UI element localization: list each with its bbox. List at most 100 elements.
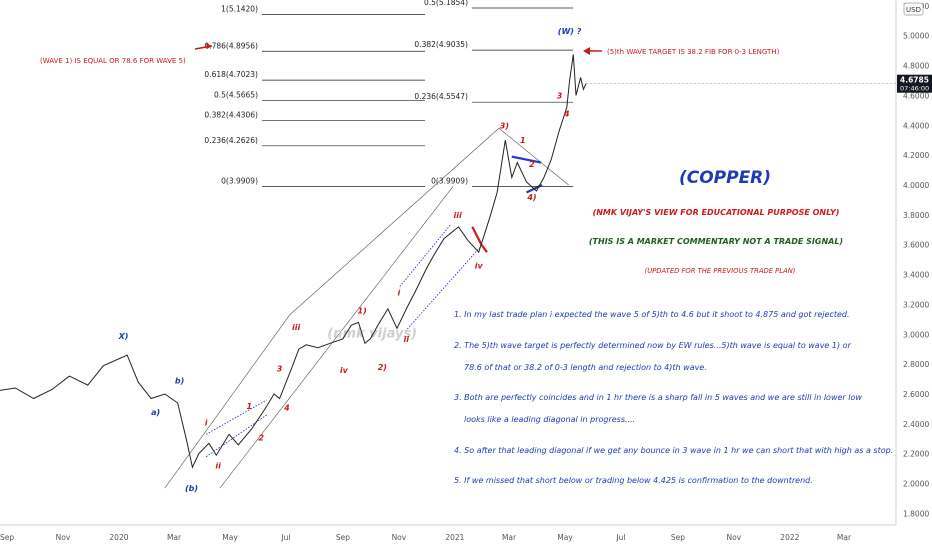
time-tick-label: Jul xyxy=(280,533,290,542)
price-tick-label: 3.8000 xyxy=(903,211,929,220)
wave-label: i xyxy=(398,288,401,297)
price-tick-label: 3.4000 xyxy=(903,271,929,280)
wave-label: (b) xyxy=(185,484,198,493)
price-series-line[interactable] xyxy=(0,54,587,469)
wave-label: ii xyxy=(403,335,409,344)
fib-right-label: 0.382(4.9035) xyxy=(414,40,468,49)
note-3-cont: looks like a leading diagonal in progres… xyxy=(464,415,635,424)
wave-label: X) xyxy=(118,332,129,341)
price-tick-label: 3.0000 xyxy=(903,330,929,339)
note-1: 1. In my last trade plan i expected the … xyxy=(454,310,850,319)
wave-label: iv xyxy=(475,262,484,271)
channel-line xyxy=(205,399,267,435)
fib-retracement-left: 1(5.1420) 0.786(4.8956) 0.618(4.7023) 0.5(4… xyxy=(204,4,425,187)
annotation-wave-1: (WAVE 1) IS EQUAL OR 78.6 FOR WAVE 5) xyxy=(40,57,186,65)
fib-left-label: 0.236(4.2626) xyxy=(204,136,258,145)
annotation-wave-5-target: (5)th WAVE TARGET IS 38.2 FIB FOR 0-3 LE… xyxy=(607,48,780,56)
trend-line xyxy=(289,128,500,316)
time-tick-label: May xyxy=(557,533,573,542)
wave-label: 4 xyxy=(283,403,290,412)
price-tick-label: 2.6000 xyxy=(903,390,929,399)
fib-left-label: 0.5(4.5665) xyxy=(214,90,258,99)
triangle-line xyxy=(480,244,488,253)
triangle-line xyxy=(511,155,542,164)
wave-label: 3) xyxy=(500,121,509,130)
annotation-arrow-head xyxy=(583,47,590,55)
annotation-arrow-head xyxy=(206,43,212,49)
subtitle-updated: (UPDATED FOR THE PREVIOUS TRADE PLAN) xyxy=(645,267,796,275)
note-2-cont: 78.6 of that or 38.2 of 0-3 length and r… xyxy=(464,363,707,372)
price-tick-label: 2.4000 xyxy=(903,420,929,429)
time-axis[interactable]: Sep Nov 2020 Mar May Jul Sep Nov 2021 Mar May Jul Se… xyxy=(0,524,896,542)
time-tick-label: Sep xyxy=(336,533,350,542)
annotations: (WAVE 1) IS EQUAL OR 78.6 FOR WAVE 5) (5)… xyxy=(40,43,780,65)
note-2: 2. The 5)th wave target is perfectly det… xyxy=(454,341,852,350)
wave-labels: X)a)b)(b)iii1234iiiiv1)2)iiiiiiiv3)124)3… xyxy=(118,27,582,493)
fib-right-label: 0(3.9909) xyxy=(431,176,468,185)
price-tick-label: 3.2000 xyxy=(903,300,929,309)
time-tick-label: Sep xyxy=(0,533,14,542)
channel-line xyxy=(404,247,480,332)
wave-label: 1) xyxy=(358,306,367,315)
wave-label: 3 xyxy=(557,91,563,100)
currency-label: USD xyxy=(906,6,921,14)
note-4: 4. So after that leading diagonal if we … xyxy=(454,446,893,455)
price-tick-label: 2.8000 xyxy=(903,360,929,369)
time-tick-label: Nov xyxy=(727,533,742,542)
wave-label: i xyxy=(205,418,208,427)
price-tick-label: 4.4000 xyxy=(903,121,929,130)
subtitle-educational: (NMK VIJAY'S VIEW FOR EDUCATIONAL PURPOS… xyxy=(593,208,840,217)
last-price-countdown: 07:46:00 xyxy=(900,85,929,93)
trend-line xyxy=(164,314,290,489)
fib-left-label: 0(3.9909) xyxy=(221,176,258,185)
time-tick-label: Nov xyxy=(56,533,71,542)
last-price-badge: 4.6785 07:46:00 xyxy=(897,74,932,93)
time-tick-label: 2021 xyxy=(445,533,464,542)
wave-label: iv xyxy=(340,366,349,375)
wave-label: (W) ? xyxy=(558,27,582,36)
wave-label: 4) xyxy=(526,193,536,202)
time-tick-label: Nov xyxy=(392,533,407,542)
time-tick-label: Mar xyxy=(502,533,517,542)
time-tick-label: May xyxy=(222,533,238,542)
wave-label: 3 xyxy=(277,365,283,374)
price-tick-label: 4.0000 xyxy=(903,181,929,190)
wave-label: 2) xyxy=(378,363,387,372)
price-tick-label: 2.0000 xyxy=(903,480,929,489)
price-tick-label: 5.0000 xyxy=(903,32,929,41)
note-5: 5. If we missed that short below or trad… xyxy=(454,476,813,485)
wave-label: iii xyxy=(292,323,300,332)
wave-label: 1 xyxy=(520,136,526,145)
wave-label: b) xyxy=(175,377,184,386)
price-tick-label: 4.2000 xyxy=(903,151,929,160)
time-tick-label: Mar xyxy=(837,533,852,542)
wave-label: ii xyxy=(215,462,221,471)
chart-title: (COPPER) xyxy=(679,168,771,188)
time-tick-label: Jul xyxy=(615,533,625,542)
wave-label: 2 xyxy=(529,160,535,169)
fib-retracement-right: 0.5(5.1854) 0.382(4.9035) 0.236(4.5547) 0(3… xyxy=(414,0,573,187)
price-tick-label: 3.6000 xyxy=(903,241,929,250)
wave-label: a) xyxy=(151,408,160,417)
fib-left-label: 1(5.1420) xyxy=(221,4,258,13)
price-tick-label: 4.8000 xyxy=(903,62,929,71)
currency-badge[interactable]: USD xyxy=(903,2,924,16)
price-tick-label: 2.2000 xyxy=(903,450,929,459)
wave-label: 2 xyxy=(258,433,264,442)
fib-left-label: 0.786(4.8956) xyxy=(204,41,258,50)
wave-label: 1 xyxy=(247,402,253,411)
triangle-line xyxy=(471,226,483,246)
trend-line xyxy=(219,186,454,489)
price-tick-label: 4.6000 xyxy=(903,91,929,100)
note-3: 3. Both are perfectly coincides and in 1… xyxy=(454,393,862,402)
last-price: 4.6785 xyxy=(900,76,929,85)
wave-label: iii xyxy=(454,211,462,220)
fib-left-label: 0.618(4.7023) xyxy=(204,70,258,79)
fib-right-label: 0.5(5.1854) xyxy=(424,0,468,7)
wave-label: 4 xyxy=(563,109,570,118)
subtitle-commentary: (THIS IS A MARKET COMMENTARY NOT A TRADE… xyxy=(589,237,843,246)
time-tick-label: 2022 xyxy=(780,533,799,542)
fib-right-label: 0.236(4.5547) xyxy=(414,92,468,101)
